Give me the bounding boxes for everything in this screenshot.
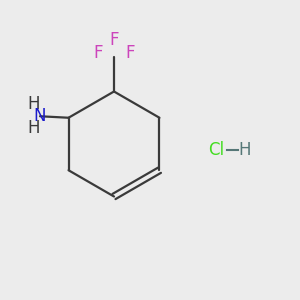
Text: F: F (94, 44, 103, 62)
Text: F: F (125, 44, 134, 62)
Text: Cl: Cl (208, 141, 224, 159)
Text: H: H (27, 95, 40, 113)
Text: H: H (238, 141, 251, 159)
Text: F: F (109, 31, 119, 49)
Text: H: H (27, 118, 40, 137)
Text: N: N (34, 107, 46, 125)
